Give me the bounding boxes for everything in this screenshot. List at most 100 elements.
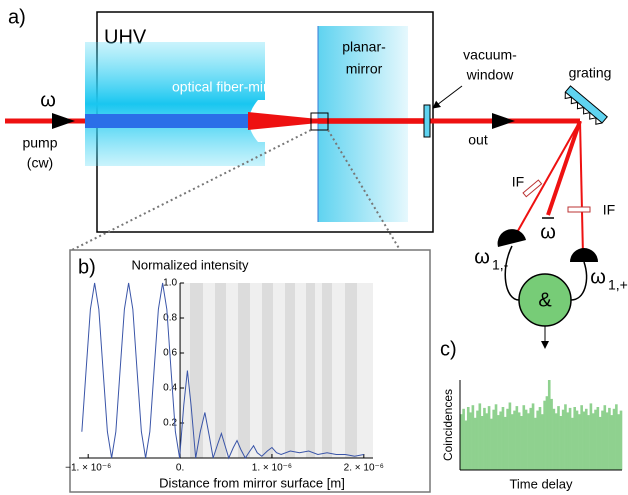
bar (495, 404, 498, 470)
label: (cw) (27, 155, 53, 171)
bar (555, 413, 558, 470)
bar (583, 412, 586, 471)
bar (481, 416, 484, 470)
detector (498, 229, 526, 247)
bar (615, 404, 618, 470)
arrow-head (492, 113, 515, 129)
bar (587, 415, 590, 470)
bar (485, 413, 488, 470)
bar (576, 411, 579, 470)
bar (592, 413, 595, 470)
bar (490, 419, 493, 470)
bar (532, 403, 535, 470)
y-tick-label: 1.0 (163, 278, 177, 289)
label: planar- (342, 39, 386, 55)
bar (560, 416, 563, 470)
bar (541, 414, 544, 470)
bar (594, 410, 597, 470)
y-tick-label: 0.8 (163, 313, 177, 324)
bar (580, 405, 583, 470)
label: vacuum- (463, 47, 517, 63)
cable (505, 246, 519, 300)
y-tick-label: 0.4 (163, 383, 177, 394)
bar (529, 408, 532, 470)
filter (568, 207, 590, 212)
bar (479, 403, 482, 470)
bar (610, 415, 613, 470)
bar (509, 403, 512, 471)
bar (620, 411, 623, 470)
label: out (468, 132, 488, 148)
bar (518, 412, 521, 470)
bar (502, 407, 505, 470)
bar (571, 418, 574, 470)
bar (603, 405, 606, 470)
x-tick-label: 0. (176, 463, 184, 474)
bar (506, 409, 509, 470)
label: ω (590, 266, 606, 288)
bar (492, 410, 495, 470)
bar (590, 403, 593, 470)
bar (608, 408, 611, 470)
bar (474, 418, 477, 470)
cavity-mode (248, 112, 318, 130)
bar (578, 414, 581, 470)
bar (504, 417, 507, 470)
bar (597, 407, 600, 470)
label: pump (22, 135, 57, 151)
label: & (538, 289, 552, 311)
x-tick-label: −1. × 10⁻⁶ (65, 463, 111, 474)
label: ω (474, 246, 490, 268)
bar (472, 405, 475, 470)
bar (536, 411, 539, 470)
page: {"diagram": {"panel_a": "a)", "uhv": "UH… (0, 0, 628, 495)
bar (546, 396, 549, 470)
bar (462, 409, 465, 470)
bar (601, 411, 604, 470)
cable (571, 262, 586, 300)
label: ω (540, 221, 556, 243)
label: window (466, 67, 515, 83)
bar (573, 407, 576, 470)
bar (599, 417, 602, 470)
chart-title: Normalized intensity (131, 257, 249, 272)
bar (511, 414, 514, 470)
bar (534, 418, 537, 470)
bar (467, 407, 470, 470)
panel-label: c) (440, 338, 457, 360)
bar (497, 415, 500, 470)
label: optical fiber-mirror (172, 79, 285, 95)
label: mirror (346, 61, 383, 77)
bar (569, 408, 572, 470)
bar (513, 411, 516, 470)
vacuum-window (424, 105, 430, 137)
panel-label: b) (78, 256, 96, 278)
bar (527, 413, 530, 470)
label: ω (40, 89, 56, 111)
figure: a) UHV optical fiber-mirror planar- mirr… (0, 0, 628, 495)
bar (613, 409, 616, 470)
bar (553, 409, 556, 470)
x-axis-label: Distance from mirror surface [m] (159, 475, 345, 490)
x-tick-label: 1. × 10⁻⁶ (252, 463, 292, 474)
panel-label: a) (8, 6, 26, 28)
bar (548, 380, 551, 470)
bar (525, 410, 528, 470)
bar (499, 412, 502, 471)
x-tick-label: 2. × 10⁻⁶ (344, 463, 384, 474)
bar (562, 410, 565, 470)
x-axis-label: Time delay (509, 476, 573, 491)
bar (585, 409, 588, 470)
beam (580, 121, 583, 256)
label-subscript: 1,+ (608, 277, 628, 293)
bar (566, 412, 569, 470)
fiber-mirror (85, 42, 265, 166)
arrow-head (52, 113, 75, 129)
bar (488, 406, 491, 470)
fiber-core (85, 114, 250, 128)
bar (557, 406, 560, 470)
arrow (433, 86, 462, 108)
bar (483, 408, 486, 470)
bar (564, 404, 567, 470)
bar (617, 414, 620, 470)
